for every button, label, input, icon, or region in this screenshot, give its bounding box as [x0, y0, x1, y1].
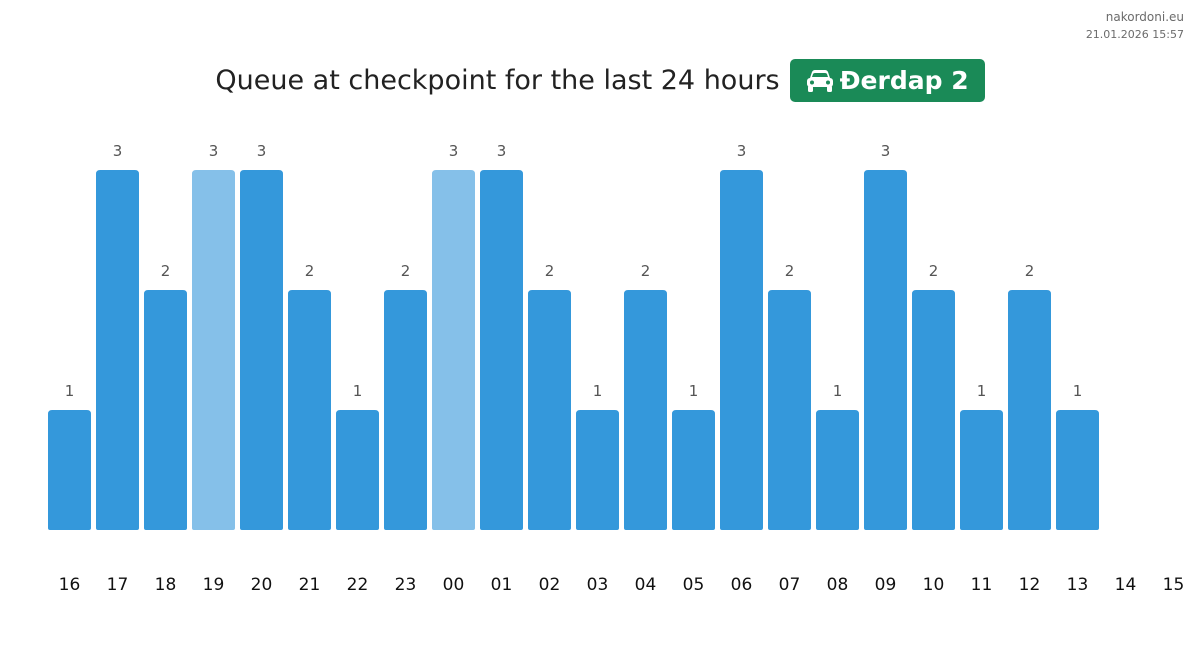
data-label-09: 3	[881, 142, 891, 160]
x-tick-17: 17	[107, 575, 129, 595]
checkpoint-name: Đerdap 2	[839, 66, 969, 95]
x-tick-20: 20	[251, 575, 273, 595]
data-label-12: 2	[1025, 262, 1035, 280]
data-label-21: 2	[305, 262, 315, 280]
x-tick-12: 12	[1019, 575, 1041, 595]
data-label-10: 2	[929, 262, 939, 280]
bar-08	[816, 410, 859, 530]
data-label-22: 1	[353, 382, 363, 400]
timestamp: 21.01.2026 15:57	[1085, 28, 1184, 41]
x-tick-04: 04	[635, 575, 657, 595]
x-tick-00: 00	[443, 575, 465, 595]
data-label-19: 3	[209, 142, 219, 160]
x-tick-02: 02	[539, 575, 561, 595]
data-label-06: 3	[737, 142, 747, 160]
x-tick-13: 13	[1067, 575, 1089, 595]
data-label-16: 1	[65, 382, 75, 400]
x-tick-18: 18	[155, 575, 177, 595]
data-label-00: 3	[449, 142, 459, 160]
x-tick-21: 21	[299, 575, 321, 595]
bar-13	[1056, 410, 1099, 530]
x-tick-11: 11	[971, 575, 993, 595]
bar-16	[48, 410, 91, 530]
data-label-03: 1	[593, 382, 603, 400]
bar-07	[768, 290, 811, 530]
x-tick-19: 19	[203, 575, 225, 595]
bar-10	[912, 290, 955, 530]
data-label-13: 1	[1073, 382, 1083, 400]
x-tick-10: 10	[923, 575, 945, 595]
x-tick-05: 05	[683, 575, 705, 595]
data-label-17: 3	[113, 142, 123, 160]
data-label-04: 2	[641, 262, 651, 280]
bar-21	[288, 290, 331, 530]
x-tick-01: 01	[491, 575, 513, 595]
bar-11	[960, 410, 1003, 530]
bar-23	[384, 290, 427, 530]
data-label-07: 2	[785, 262, 795, 280]
data-label-18: 2	[161, 262, 171, 280]
data-label-01: 3	[497, 142, 507, 160]
bar-00	[432, 170, 475, 530]
x-tick-14: 14	[1115, 575, 1137, 595]
car-icon	[806, 69, 833, 92]
data-label-05: 1	[689, 382, 699, 400]
x-tick-03: 03	[587, 575, 609, 595]
brand: nakordoni.eu 21.01.2026 15:57	[1086, 9, 1184, 43]
bar-02	[528, 290, 571, 530]
bar-06	[720, 170, 763, 530]
x-tick-08: 08	[827, 575, 849, 595]
x-tick-22: 22	[347, 575, 369, 595]
bar-03	[576, 410, 619, 530]
bar-17	[96, 170, 139, 530]
x-tick-15: 15	[1163, 575, 1185, 595]
bar-20	[240, 170, 283, 530]
x-tick-16: 16	[59, 575, 81, 595]
x-tick-09: 09	[875, 575, 897, 595]
header: Queue at checkpoint for the last 24 hour…	[0, 59, 1200, 102]
data-label-20: 3	[257, 142, 267, 160]
x-tick-07: 07	[779, 575, 801, 595]
bar-18	[144, 290, 187, 530]
chart-title: Queue at checkpoint for the last 24 hour…	[215, 65, 780, 96]
x-tick-06: 06	[731, 575, 753, 595]
bar-05	[672, 410, 715, 530]
bar-01	[480, 170, 523, 530]
data-label-11: 1	[977, 382, 987, 400]
x-tick-23: 23	[395, 575, 417, 595]
data-label-02: 2	[545, 262, 555, 280]
bar-22	[336, 410, 379, 530]
bar-12	[1008, 290, 1051, 530]
checkpoint-badge: Đerdap 2	[789, 59, 985, 102]
data-label-23: 2	[401, 262, 411, 280]
bar-19	[192, 170, 235, 530]
data-label-08: 1	[833, 382, 843, 400]
bar-04	[624, 290, 667, 530]
site-name: nakordoni.eu	[1105, 10, 1184, 24]
bar-09	[864, 170, 907, 530]
